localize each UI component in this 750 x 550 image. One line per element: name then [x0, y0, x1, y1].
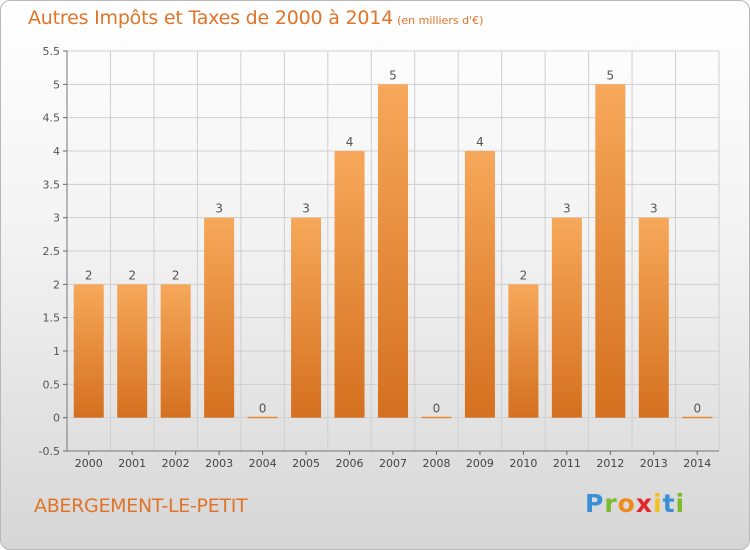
x-tick-label: 2003: [205, 457, 233, 470]
logo-letter: i: [675, 489, 686, 518]
x-tick-label: 2005: [292, 457, 320, 470]
bar: [160, 284, 191, 418]
bar: [421, 416, 452, 419]
value-label: 3: [302, 202, 310, 216]
chart-title-text: Autres Impôts et Taxes de 2000 à 2014: [28, 7, 394, 29]
y-tick-label: 2.5: [43, 245, 61, 258]
logo-letter: t: [662, 489, 676, 518]
y-tick-label: 3.5: [43, 178, 61, 191]
axes: [63, 50, 719, 455]
bar: [638, 217, 669, 418]
value-label: 2: [172, 268, 180, 282]
bar: [508, 284, 539, 418]
logo-letter: i: [653, 489, 663, 518]
value-label: 5: [607, 68, 615, 82]
x-tick-label: 2008: [422, 457, 450, 470]
y-tick-label: 4.5: [43, 112, 61, 125]
logo-letter: o: [617, 489, 636, 518]
logo-letter: P: [585, 489, 605, 518]
commune-name: ABERGEMENT-LE-PETIT: [34, 495, 248, 517]
value-label: 2: [520, 268, 528, 282]
logo-letter: r: [604, 489, 618, 518]
value-label: 0: [433, 402, 441, 416]
y-tick-label: 4: [53, 145, 60, 158]
value-label: 0: [693, 402, 701, 416]
x-tick-label: 2004: [249, 457, 277, 470]
value-label: 3: [215, 202, 223, 216]
x-tick-label: 2010: [509, 457, 537, 470]
y-tick-label: 5.5: [43, 45, 61, 58]
x-tick-label: 2002: [162, 457, 190, 470]
value-labels: 2 2 2 3 0 3 4 5 0 4 2 3 5 3 0: [85, 68, 701, 415]
value-label: 4: [346, 135, 354, 149]
bar: [378, 84, 408, 418]
y-tick-label: 5: [53, 78, 60, 91]
y-tick-label: 1: [53, 345, 60, 358]
x-tick-label: 2013: [640, 457, 668, 470]
bar: [595, 84, 626, 418]
bar: [117, 284, 148, 418]
y-tick-label: 3: [53, 212, 60, 225]
value-label: 3: [650, 202, 658, 216]
bar: [551, 217, 582, 418]
x-tick-label: 2000: [75, 457, 103, 470]
value-label: 0: [259, 402, 267, 416]
bar: [247, 416, 278, 419]
value-label: 2: [85, 268, 93, 282]
value-label: 3: [563, 202, 571, 216]
bar: [682, 416, 713, 419]
y-tick-label: 0.5: [43, 378, 61, 391]
value-label: 2: [128, 268, 136, 282]
chart-unit: (en milliers d'€): [397, 14, 484, 27]
x-tick-label: 2006: [336, 457, 364, 470]
bar: [204, 217, 235, 418]
chart-title: Autres Impôts et Taxes de 2000 à 2014 (en…: [28, 7, 483, 29]
bar: [334, 151, 365, 418]
proxiti-logo: Proxiti: [585, 489, 685, 518]
x-tick-labels: 2000 2001 2002 2003 2004 2005 2006 2007 2008 2009…: [75, 457, 712, 470]
bar: [291, 217, 322, 418]
x-tick-label: 2007: [379, 457, 407, 470]
y-tick-label: 2: [53, 278, 60, 291]
bars: [73, 84, 713, 419]
y-tick-label: 1.5: [43, 312, 61, 325]
bar: [73, 284, 104, 418]
value-label: 5: [389, 68, 397, 82]
x-tick-label: 2001: [118, 457, 146, 470]
y-tick-labels: -0.5 0 0.5 1 1.5 2 2.5 3 3.5 4 4.5 5 5.5: [39, 45, 60, 458]
value-label: 4: [476, 135, 484, 149]
x-tick-label: 2014: [683, 457, 711, 470]
x-tick-label: 2012: [596, 457, 624, 470]
bar: [464, 151, 495, 418]
y-tick-label: 0: [53, 412, 60, 425]
logo-letter: x: [635, 489, 653, 518]
x-tick-label: 2011: [553, 457, 581, 470]
y-tick-label: -0.5: [39, 445, 60, 458]
x-tick-label: 2009: [466, 457, 494, 470]
